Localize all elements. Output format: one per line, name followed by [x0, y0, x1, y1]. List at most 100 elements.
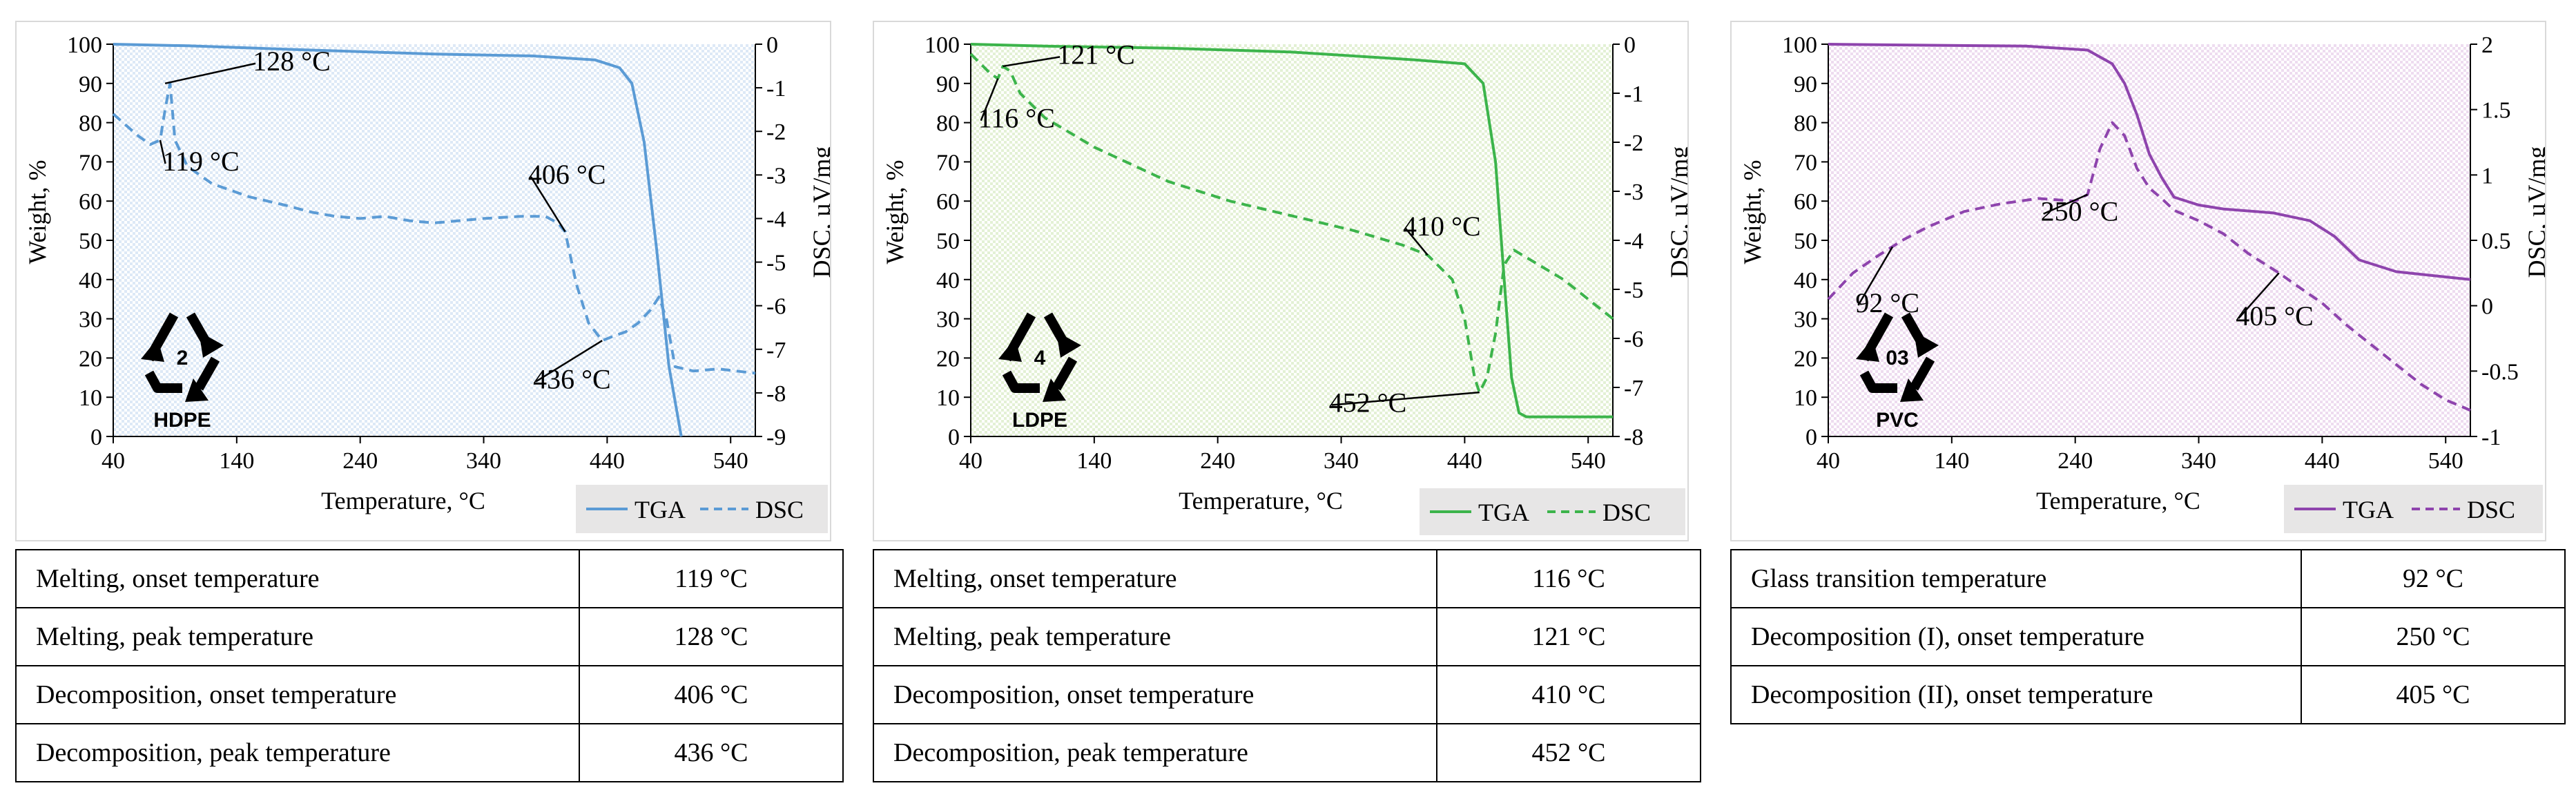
annotation-label: 436 °C	[533, 364, 611, 395]
y-left-tick-label: 50	[936, 229, 960, 254]
table-row: Decomposition, onset temperature 410 °C	[873, 665, 1701, 724]
y-left-tick-label: 10	[1794, 385, 1817, 411]
y-left-tick-label: 80	[79, 111, 102, 137]
value-cell: 119 °C	[579, 549, 844, 608]
property-cell: Decomposition (II), onset temperature	[1730, 665, 2302, 724]
chart-legend: TGA DSC	[2284, 485, 2543, 533]
ldpe-panel: 40 140 240 340 440 540 0 10 20 30 40 50 60 70 80 90 100 0…	[858, 0, 1701, 808]
hdpe-properties-table: Melting, onset temperature 119 °C Melting…	[15, 549, 844, 782]
y-left-tick-label: 50	[1794, 229, 1817, 254]
y-left-tick-label: 50	[79, 229, 102, 254]
table-row: Glass transition temperature 92 °C	[1730, 549, 2566, 608]
annotation-label: 452 °C	[1329, 387, 1407, 419]
y-right-tick-label: -2	[1624, 131, 1643, 156]
value-cell: 250 °C	[2301, 607, 2566, 666]
table-row: Decomposition, peak temperature 452 °C	[873, 723, 1701, 782]
y-left-tick-label: 70	[79, 150, 102, 175]
y-right-tick-label: 1	[2481, 163, 2493, 189]
y-left-tick-label: 90	[936, 72, 960, 97]
series-dsc-line	[969, 52, 1614, 394]
recycle-arrowhead-icon	[1900, 378, 1924, 402]
property-cell: Melting, onset temperature	[873, 549, 1437, 608]
y-right-tick-label: -4	[766, 206, 786, 232]
series-dsc-line	[112, 81, 756, 375]
chart-legend: TGA DSC	[1420, 488, 1685, 535]
recycle-arrowhead-icon	[1914, 331, 1939, 358]
recycle-arrowhead-icon	[1056, 331, 1081, 358]
y-left-tick-label: 60	[936, 189, 960, 215]
y-left-tick-label: 100	[67, 32, 102, 58]
y-right-tick-label: -7	[1624, 376, 1643, 401]
legend-tga-label: TGA	[1478, 499, 1529, 526]
recycle-arrowhead-icon	[1043, 378, 1066, 402]
recycling-symbol: 4 LDPE	[998, 312, 1081, 432]
resin-code: 03	[1886, 347, 1908, 369]
y-left-tick-label: 70	[1794, 150, 1817, 175]
y-right-tick-label: -2	[766, 119, 786, 145]
ldpe-chart: 40 140 240 340 440 540 0 10 20 30 40 50 60 70 80 90 100 0…	[873, 21, 1689, 541]
x-tick-label: 540	[2428, 448, 2463, 474]
property-cell: Decomposition, onset temperature	[873, 665, 1437, 724]
x-tick-label: 540	[713, 448, 748, 474]
annotation-label: 410 °C	[1403, 211, 1481, 242]
chart-legend: TGA DSC	[576, 485, 828, 533]
y-left-tick-label: 30	[79, 307, 102, 333]
table-row: Melting, peak temperature 128 °C	[15, 607, 844, 666]
value-cell: 405 °C	[2301, 665, 2566, 724]
annotation-label: 250 °C	[2041, 196, 2119, 227]
table-row: Melting, onset temperature 119 °C	[15, 549, 844, 608]
plot-area	[971, 44, 1613, 436]
x-tick-label: 440	[590, 448, 625, 474]
y-axis-left-title: Weight, %	[1739, 160, 1766, 264]
y-right-tick-label: -7	[766, 338, 786, 363]
x-axis-title: Temperature, °C	[1179, 487, 1343, 514]
x-tick-label: 340	[466, 448, 501, 474]
x-tick-label: 340	[1324, 448, 1359, 474]
x-tick-label: 340	[2181, 448, 2216, 474]
annotation-leader	[980, 78, 999, 122]
y-right-tick-label: -1	[1624, 81, 1643, 107]
y-left-tick-label: 40	[936, 268, 960, 294]
plot-layer: 40 140 240 340 440 540 0 10 20 30 40 50 60 70 80 90 100 0…	[67, 32, 786, 474]
x-tick-label: 240	[342, 448, 378, 474]
legend-tga-label: TGA	[635, 496, 686, 523]
x-tick-label: 240	[2057, 448, 2093, 474]
plot-layer: 40 140 240 340 440 540 0 10 20 30 40 50 60 70 80 90 100 0…	[924, 32, 1643, 474]
y-left-tick-label: 90	[79, 72, 102, 97]
resin-label: PVC	[1876, 409, 1919, 432]
y-left-tick-label: 60	[1794, 189, 1817, 215]
table-row: Melting, onset temperature 116 °C	[873, 549, 1701, 608]
annotation-label: 405 °C	[2236, 300, 2314, 331]
legend-dsc-label: DSC	[1602, 499, 1651, 526]
value-cell: 116 °C	[1436, 549, 1701, 608]
y-left-tick-label: 40	[79, 268, 102, 294]
x-tick-label: 240	[1200, 448, 1235, 474]
annotation-leader	[159, 140, 166, 164]
y-left-tick-label: 100	[1782, 32, 1817, 58]
y-right-tick-label: -3	[766, 163, 786, 189]
y-right-tick-label: -4	[1624, 229, 1643, 254]
y-left-tick-label: 80	[1794, 111, 1817, 137]
table-row: Melting, peak temperature 121 °C	[873, 607, 1701, 666]
y-right-tick-label: 1.5	[2481, 98, 2511, 124]
y-right-tick-label: -8	[1624, 425, 1643, 450]
y-left-tick-label: 40	[1794, 268, 1817, 294]
annotation-label: 119 °C	[163, 146, 240, 177]
y-left-tick-label: 0	[1805, 425, 1817, 450]
property-cell: Decomposition, peak temperature	[873, 723, 1437, 782]
x-tick-label: 440	[2305, 448, 2340, 474]
pvc-panel: 40 140 240 340 440 540 0 10 20 30 40 50 60 70 80 90 100 2…	[1715, 0, 2566, 808]
y-right-tick-label: 0	[2481, 294, 2493, 320]
annotation-leader	[2043, 193, 2089, 215]
table-row: Decomposition, onset temperature 406 °C	[15, 665, 844, 724]
y-right-tick-label: -5	[1624, 278, 1643, 303]
legend-dsc-label: DSC	[2467, 496, 2515, 523]
property-cell: Melting, peak temperature	[873, 607, 1437, 666]
annotation-leader	[1003, 56, 1061, 68]
x-tick-label: 40	[101, 448, 125, 474]
y-left-tick-label: 90	[1794, 72, 1817, 97]
value-cell: 410 °C	[1436, 665, 1701, 724]
y-left-tick-label: 20	[79, 346, 102, 372]
